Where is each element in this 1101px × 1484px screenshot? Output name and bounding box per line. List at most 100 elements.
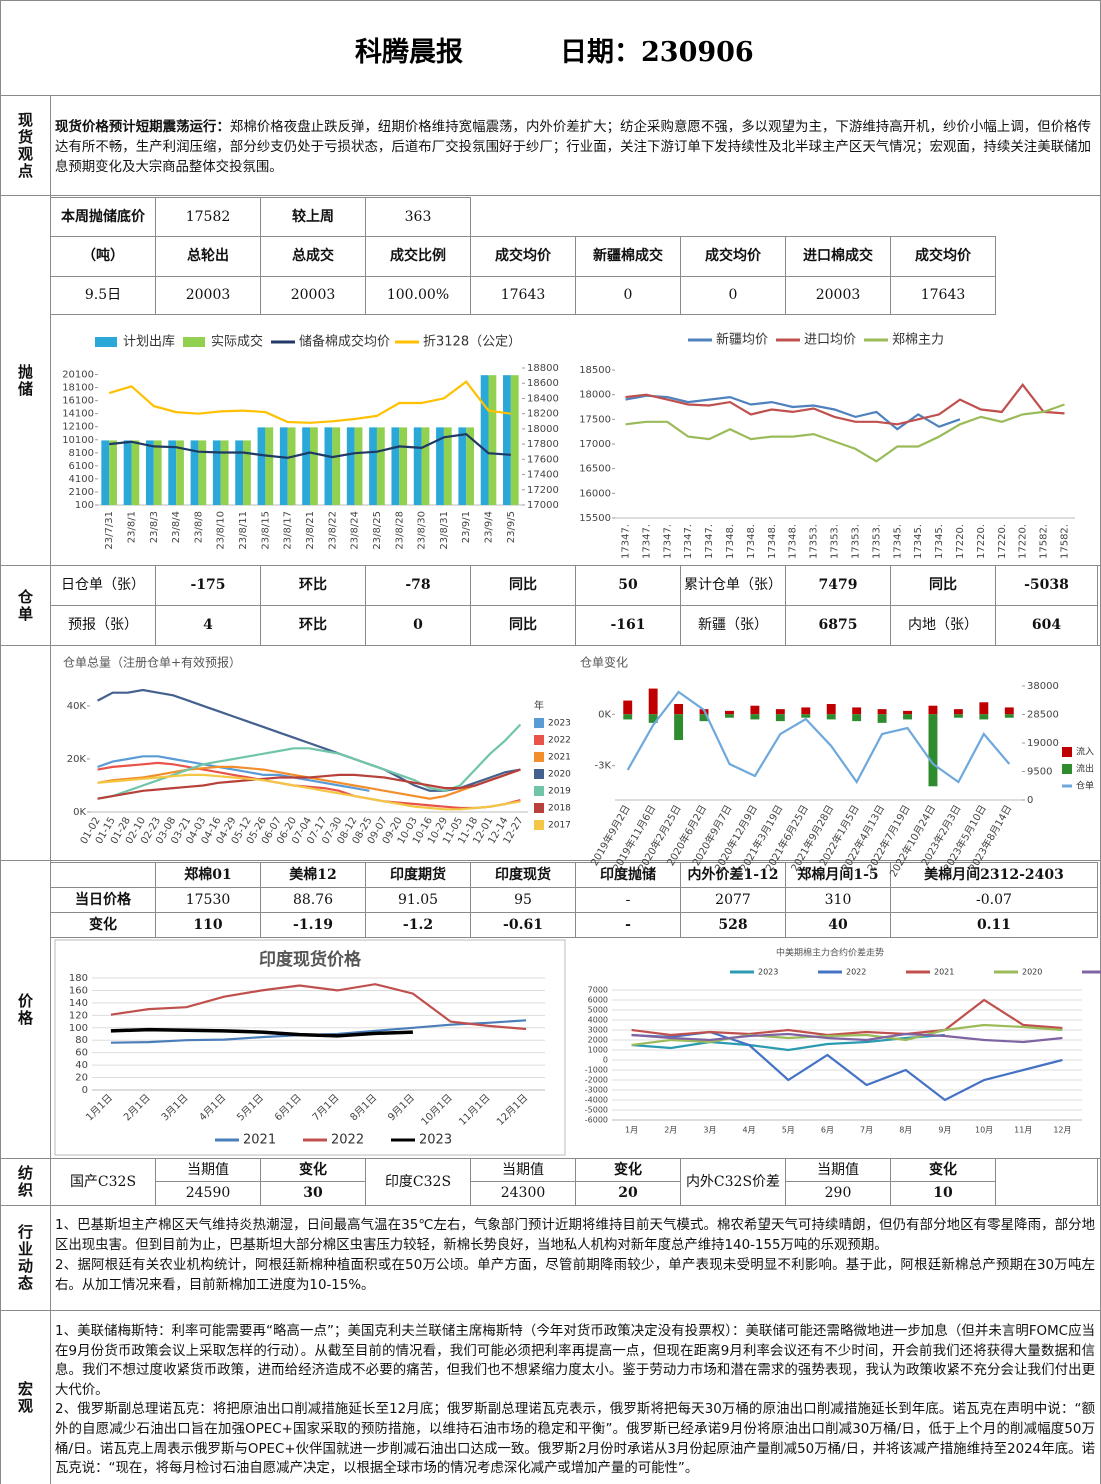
line: [625, 394, 961, 431]
legend-label: 郑棉主力: [892, 333, 944, 348]
x-tick-label: 23/8/8: [193, 511, 204, 543]
y-tick-label: 16500: [579, 464, 611, 475]
y-tick-label: -3K: [594, 761, 611, 772]
y-tick-label: 20100: [62, 370, 94, 381]
y-tick-label: 20K: [67, 754, 87, 765]
spot-view: 现货价格预计短期震荡运行：郑棉价格夜盘止跌反弹，纽期价格维持宽幅震荡，内外价差扩…: [55, 118, 1091, 178]
bar: [852, 714, 862, 722]
bar: [979, 714, 989, 720]
legend-label: 2018: [548, 804, 571, 814]
y-tick-label: 5000: [588, 1006, 608, 1015]
y-tick-label: 18000: [579, 390, 611, 401]
y-tick-label: 80: [75, 1035, 88, 1046]
x-tick-label: 23/8/25: [372, 511, 383, 550]
chart-title: 印度现货价格: [259, 949, 362, 970]
x-tick-label: 7月1日: [310, 1092, 342, 1124]
bar: [346, 427, 355, 505]
bar: [109, 440, 117, 505]
x-tick-label: 10月: [975, 1126, 993, 1135]
y-tick-label: 180: [69, 973, 88, 984]
line: [97, 761, 521, 810]
y-tick-label: 4100: [69, 474, 94, 485]
y-tick-label: 0: [82, 1085, 88, 1096]
bar: [243, 440, 251, 505]
x-tick-label: 23/9/1: [461, 511, 472, 543]
bar: [413, 427, 422, 505]
x-tick-label: 1月: [625, 1126, 638, 1135]
y-tick-label: 15500: [579, 513, 611, 524]
bar: [775, 714, 785, 722]
legend-label: 2023: [548, 719, 571, 729]
bar: [623, 714, 633, 720]
y-tick-label: 18100: [62, 383, 94, 394]
x-tick-label: 17220.: [955, 524, 966, 559]
legend-label: 流出: [1076, 763, 1094, 775]
x-tick-label: 23/8/15: [260, 511, 271, 550]
legend-swatch: [534, 786, 544, 796]
y-tick-label: 140: [69, 998, 88, 1009]
bar: [826, 714, 836, 720]
x-tick-label: 4月1日: [197, 1092, 229, 1124]
legend-swatch: [183, 337, 205, 347]
legend-swatch: [1062, 747, 1072, 757]
x-tick-label: 17347.: [683, 524, 694, 559]
legend-label: 进口均价: [804, 333, 856, 348]
x-tick-label: 17582.: [1060, 524, 1071, 559]
legend-swatch: [95, 337, 117, 347]
line: [110, 1027, 413, 1038]
bar: [648, 688, 658, 715]
table-cell: 0.11: [890, 912, 1098, 938]
y2-tick-label: 9500: [1027, 767, 1052, 778]
x-tick-label: 17582.: [1039, 524, 1050, 559]
x-tick-label: 2月: [664, 1126, 677, 1135]
bar: [190, 440, 199, 505]
x-tick-label: 5月1日: [234, 1092, 266, 1124]
legend-label: 实际成交: [211, 334, 263, 350]
bar: [750, 714, 760, 720]
bar: [826, 704, 836, 715]
x-tick-label: 2月1日: [121, 1092, 153, 1124]
x-tick-label: 17345.: [934, 524, 945, 559]
line: [626, 690, 1011, 785]
bar: [801, 707, 811, 715]
x-tick-label: 5月: [782, 1126, 795, 1135]
x-tick-label: 7月: [860, 1126, 873, 1135]
y2-tick-label: 0: [1027, 795, 1033, 806]
x-tick-label: 11月: [1014, 1126, 1032, 1135]
bar: [725, 714, 734, 718]
x-tick-label: 23/8/28: [394, 511, 405, 550]
x-tick-label: 17345.: [913, 524, 924, 559]
y2-tick-label: 28500: [1027, 710, 1059, 721]
y2-tick-label: 18600: [527, 378, 559, 389]
bar: [466, 427, 475, 505]
y-tick-label: 60: [75, 1048, 88, 1059]
chart-title: 仓单变化: [580, 655, 628, 670]
y-tick-label: 16100: [62, 396, 94, 407]
bar: [510, 375, 519, 505]
x-tick-label: 17347.: [662, 524, 673, 559]
x-tick-label: 17353.: [809, 524, 820, 559]
x-tick-label: 17348.: [746, 524, 757, 559]
x-tick-label: 3月1日: [159, 1092, 191, 1124]
bar: [391, 427, 400, 505]
x-tick-label: 6月: [821, 1126, 834, 1135]
bar: [503, 375, 511, 505]
line: [97, 688, 521, 792]
bar: [332, 427, 341, 505]
legend-label: 2021: [243, 1133, 276, 1148]
legend-label: 2023: [758, 968, 778, 977]
bar: [220, 440, 229, 505]
x-tick-label: 17347.: [704, 524, 715, 559]
y2-tick-label: 17400: [527, 470, 559, 481]
bar: [928, 714, 938, 787]
y-tick-label: 120: [69, 1010, 88, 1021]
y-tick-label: 100: [69, 1023, 88, 1034]
x-tick-label: 23/7/31: [104, 511, 115, 550]
bar: [443, 427, 452, 505]
x-tick-label: 10月1日: [419, 1092, 455, 1128]
chart-frame: [54, 939, 566, 1156]
y-tick-label: 0K: [73, 807, 86, 818]
x-tick-label: 23/8/31: [439, 511, 450, 550]
bar: [436, 427, 444, 505]
